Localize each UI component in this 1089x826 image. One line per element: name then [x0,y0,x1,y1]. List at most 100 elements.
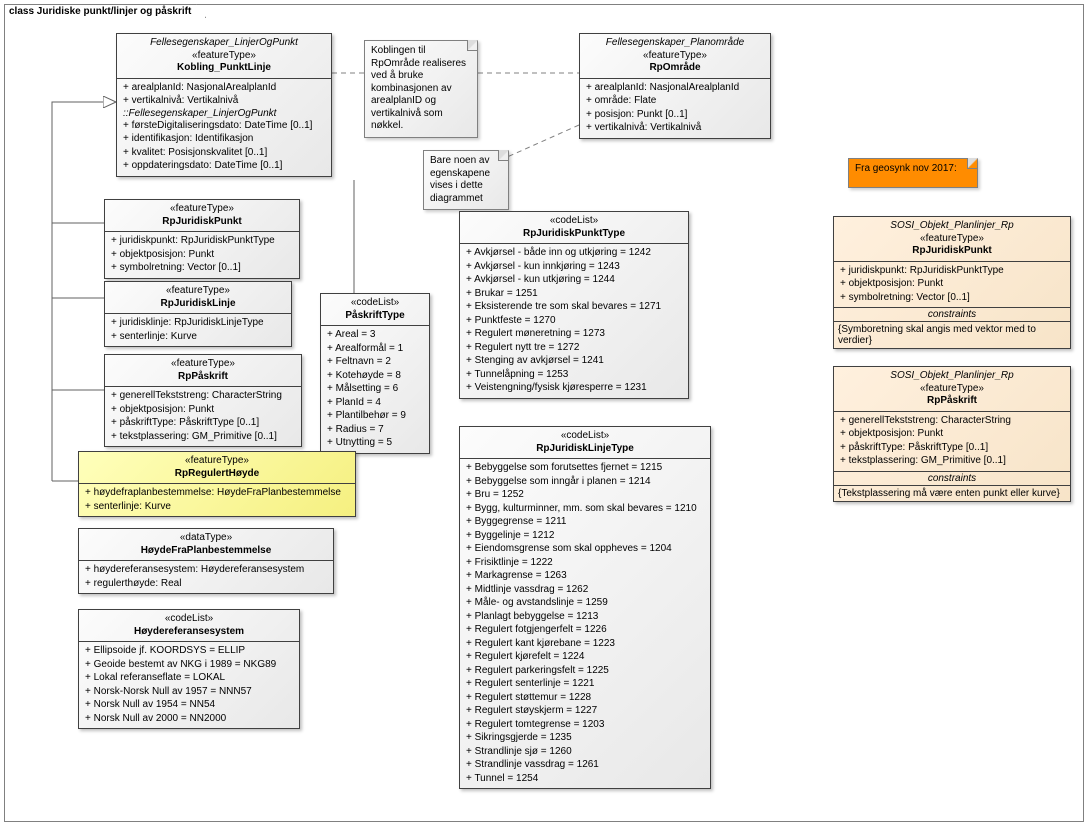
attr: Byggelinje = 1212 [464,529,706,543]
attr: Regulert fotgjengerfelt = 1226 [464,623,706,637]
constraint-label: constraints [834,472,1070,486]
attr: objektposisjon: Punkt [109,248,295,262]
attr: Tunnelåpning = 1253 [464,368,684,382]
attr: Brukar = 1251 [464,287,684,301]
note-geosynk: Fra geosynk nov 2017: [848,158,978,188]
attr: Avkjørsel - kun utkjøring = 1244 [464,273,684,287]
note-kobling: Koblingen til RpOmråde realiseres ved å … [364,40,478,138]
attr: symbolretning: Vector [0..1] [838,291,1066,305]
attr: objektposisjon: Punkt [109,403,297,417]
attr: Bygg, kulturminner, mm. som skal bevares… [464,502,706,516]
attr: symbolretning: Vector [0..1] [109,261,295,275]
attr: Bebyggelse som inngår i planen = 1214 [464,475,706,489]
attr: juridisklinje: RpJuridiskLinjeType [109,316,287,330]
attr: Norsk Null av 1954 = NN54 [83,698,295,712]
stereo: «featureType» [838,383,1066,396]
constraint: {Tekstplassering må være enten punkt ell… [834,486,1070,501]
sup: Fellesegenskaper_LinjerOgPunkt [121,37,327,50]
constraint-label: constraints [834,308,1070,322]
stereo: «featureType» [83,455,351,468]
secname: ::Fellesegenskaper_LinjerOgPunkt [121,108,327,119]
stereo: «featureType» [109,203,295,216]
attr: høydereferansesystem: Høydereferansesyst… [83,563,329,577]
stereo: «codeList» [83,613,295,626]
attr: Kotehøyde = 8 [325,369,425,383]
attr: PlanId = 4 [325,396,425,410]
frame-title: class Juridiske punkt/linjer og påskrift [4,4,206,18]
attr: Byggegrense = 1211 [464,515,706,529]
attr: Regulert senterlinje = 1221 [464,677,706,691]
constraint: {Symboretning skal angis med vektor med … [834,322,1070,348]
attr: Markagrense = 1263 [464,569,706,583]
attr: Lokal referanseflate = LOKAL [83,671,295,685]
attr: Avkjørsel - både inn og utkjøring = 1242 [464,246,684,260]
name: RpPåskrift [838,395,1066,408]
name: RpRegulertHøyde [83,468,351,481]
attr: høydefraplanbestemmelse: HøydeFraPlanbes… [83,486,351,500]
attr: Norsk-Norsk Null av 1957 = NNN57 [83,685,295,699]
attr: objektposisjon: Punkt [838,277,1066,291]
attr: Sikringsgjerde = 1235 [464,731,706,745]
attr: påskriftType: PåskriftType [0..1] [838,441,1066,455]
class-rp-paskrift: «featureType» RpPåskrift generellTekstst… [104,354,302,447]
attr: kvalitet: Posisjonskvalitet [0..1] [121,146,327,160]
name: RpPåskrift [109,371,297,384]
attr: Strandlinje sjø = 1260 [464,745,706,759]
attr: Norsk Null av 2000 = NN2000 [83,712,295,726]
attr: Bebyggelse som forutsettes fjernet = 121… [464,461,706,475]
class-sosi-jur-punkt: SOSI_Objekt_Planlinjer_Rp «featureType» … [833,216,1071,349]
attr: senterlinje: Kurve [109,330,287,344]
attr: Midtlinje vassdrag = 1262 [464,583,706,597]
attr: Regulert møneretning = 1273 [464,327,684,341]
attr: oppdateringsdato: DateTime [0..1] [121,159,327,173]
class-hoyderef: «codeList» Høydereferansesystem Ellipsoi… [78,609,300,729]
attr: Målsetting = 6 [325,382,425,396]
stereo: «featureType» [584,50,766,63]
attr: identifikasjon: Identifikasjon [121,132,327,146]
attr: vertikalnivå: Vertikalnivå [584,121,766,135]
class-rp-jur-punkt-type: «codeList» RpJuridiskPunktType Avkjørsel… [459,211,689,399]
attr: førsteDigitaliseringsdato: DateTime [0..… [121,119,327,133]
attr: Arealformål = 1 [325,342,425,356]
attr: Avkjørsel - kun innkjøring = 1243 [464,260,684,274]
attr: Regulert kant kjørebane = 1223 [464,637,706,651]
note-noen: Bare noen av egenskapene vises i dette d… [423,150,509,210]
attr: juridiskpunkt: RpJuridiskPunktType [838,264,1066,278]
name: RpJuridiskPunkt [838,245,1066,258]
attr: Stenging av avkjørsel = 1241 [464,354,684,368]
class-rp-regulert-hoyde: «featureType» RpRegulertHøyde høydefrapl… [78,451,356,517]
class-rp-jur-punkt: «featureType» RpJuridiskPunkt juridiskpu… [104,199,300,279]
name: RpJuridiskPunktType [464,228,684,241]
name: HøydeFraPlanbestemmelse [83,545,329,558]
sup: SOSI_Objekt_Planlinjer_Rp [838,370,1066,383]
class-hoyde-fra-plan: «dataType» HøydeFraPlanbestemmelse høyde… [78,528,334,594]
attr: posisjon: Punkt [0..1] [584,108,766,122]
stereo: «featureType» [838,233,1066,246]
class-paskrift-type: «codeList» PåskriftType Areal = 3 Arealf… [320,293,430,454]
attr: Geoide bestemt av NKG i 1989 = NKG89 [83,658,295,672]
name: RpJuridiskLinje [109,298,287,311]
name: Høydereferansesystem [83,626,295,639]
stereo: «featureType» [121,50,327,63]
name: RpJuridiskPunkt [109,216,295,229]
class-kobling: Fellesegenskaper_LinjerOgPunkt «featureT… [116,33,332,177]
attr: Veistengning/fysisk kjøresperre = 1231 [464,381,684,395]
attr: regulerthøyde: Real [83,577,329,591]
class-rpomrade: Fellesegenskaper_Planområde «featureType… [579,33,771,139]
stereo: «featureType» [109,285,287,298]
attr: arealplanId: NasjonalArealplanId [121,81,327,95]
attr: Utnytting = 5 [325,436,425,450]
stereo: «featureType» [109,358,297,371]
stereo: «codeList» [325,297,425,310]
name: RpOmråde [584,62,766,75]
attr: Strandlinje vassdrag = 1261 [464,758,706,772]
attr: Radius = 7 [325,423,425,437]
name: RpJuridiskLinjeType [464,443,706,456]
attr: generellTekststreng: CharacterString [838,414,1066,428]
stereo: «dataType» [83,532,329,545]
attr: Regulert støttemur = 1228 [464,691,706,705]
class-rp-jur-linje: «featureType» RpJuridiskLinje juridiskli… [104,281,292,347]
name: PåskriftType [325,310,425,323]
attr: Regulert kjørefelt = 1224 [464,650,706,664]
attr: Frisiktlinje = 1222 [464,556,706,570]
